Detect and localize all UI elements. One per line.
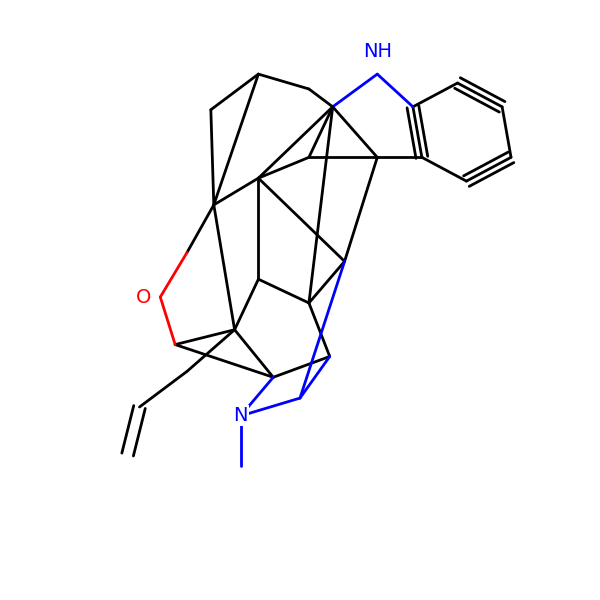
Text: N: N — [233, 406, 248, 425]
Text: NH: NH — [363, 42, 392, 61]
Text: O: O — [136, 287, 151, 307]
